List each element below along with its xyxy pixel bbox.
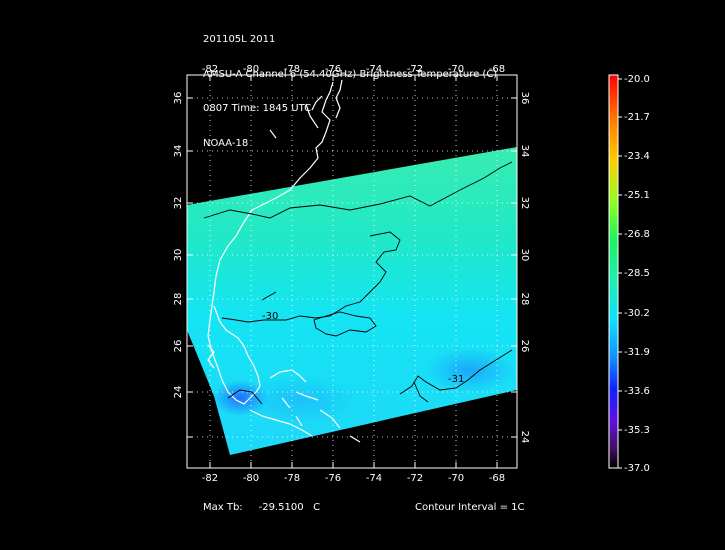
lon-tick-label: -70 bbox=[448, 473, 464, 484]
coastline bbox=[207, 79, 361, 443]
contour-label-30: -30 bbox=[262, 311, 278, 322]
lat-tick-label: 34 bbox=[173, 145, 184, 158]
lon-tick-label: -76 bbox=[325, 473, 341, 484]
contour-interval: Contour Interval = 1C bbox=[415, 502, 525, 513]
contour-label-31: -31 bbox=[448, 374, 464, 385]
lon-tick-label: -74 bbox=[366, 64, 382, 75]
max-tb-unit: C bbox=[313, 502, 321, 513]
contour-lines bbox=[203, 161, 513, 405]
lat-tick-label: 26 bbox=[173, 340, 184, 353]
colorbar-label: -21.7 bbox=[624, 112, 650, 123]
colorbar bbox=[608, 74, 619, 469]
lat-labels-right: 36 34 32 30 28 26 24 bbox=[519, 92, 530, 444]
lon-tick-label: -70 bbox=[448, 64, 464, 75]
lon-tick-label: -82 bbox=[202, 473, 218, 484]
lon-tick-label: -74 bbox=[366, 473, 382, 484]
lat-tick-label: 28 bbox=[173, 293, 184, 306]
lon-tick-label: -76 bbox=[325, 64, 341, 75]
colorbar-ticks bbox=[618, 78, 622, 469]
lat-lon-grid bbox=[187, 75, 517, 468]
max-tb-value: -29.5100 bbox=[258, 502, 304, 513]
lat-tick-label: 24 bbox=[173, 386, 184, 399]
chart-header: 201105L 2011 AMSU-A Channel 6 (54.40GHz)… bbox=[203, 11, 497, 161]
lon-tick-label: -72 bbox=[407, 64, 423, 75]
lon-labels-top: -82 -80 -78 -76 -74 -72 -70 -68 bbox=[202, 64, 505, 75]
lat-tick-label: 36 bbox=[519, 92, 530, 105]
lat-tick-label: 26 bbox=[519, 340, 530, 353]
colorbar-label: -23.4 bbox=[624, 151, 650, 162]
colorbar-label: -35.3 bbox=[624, 425, 650, 436]
max-tb-readout: Max Tb: -29.5100 C bbox=[203, 502, 320, 513]
header-line-4: NOAA-18 bbox=[203, 137, 249, 149]
colorbar-label: -30.2 bbox=[624, 308, 650, 319]
lon-tick-label: -80 bbox=[243, 473, 259, 484]
max-tb-label: Max Tb: bbox=[203, 502, 243, 513]
lat-tick-label: 30 bbox=[173, 249, 184, 262]
lon-labels-bottom: -82 -80 -78 -76 -74 -72 -70 -68 bbox=[202, 473, 505, 484]
header-line-3: 0807 Time: 1845 UTC bbox=[203, 103, 312, 114]
colorbar-label: -20.0 bbox=[624, 74, 650, 85]
lat-tick-label: 32 bbox=[519, 197, 530, 210]
lat-tick-label: 36 bbox=[173, 92, 184, 105]
lat-tick-label: 30 bbox=[519, 249, 530, 262]
lat-tick-label: 24 bbox=[519, 431, 530, 444]
tick-marks bbox=[187, 75, 517, 468]
lon-tick-label: -72 bbox=[407, 473, 423, 484]
header-line-2: AMSU-A Channel 6 (54.40GHz) Brightness T… bbox=[203, 68, 498, 80]
lat-labels-left: 36 34 32 30 28 26 24 bbox=[173, 92, 184, 399]
lon-tick-label: -78 bbox=[284, 64, 300, 75]
plot-frame bbox=[186, 74, 518, 469]
lat-tick-label: 32 bbox=[173, 197, 184, 210]
lon-tick-label: -68 bbox=[489, 473, 505, 484]
header-line-1: 201105L 2011 bbox=[203, 34, 276, 45]
lon-tick-label: -78 bbox=[284, 473, 300, 484]
lon-tick-label: -82 bbox=[202, 64, 218, 75]
colorbar-label: -33.6 bbox=[624, 386, 650, 397]
colorbar-labels: -20.0 -21.7 -23.4 -25.1 -26.8 -28.5 -30.… bbox=[624, 74, 650, 474]
colorbar-label: -28.5 bbox=[624, 268, 650, 279]
colorbar-label: -26.8 bbox=[624, 229, 650, 240]
lat-tick-label: 34 bbox=[519, 145, 530, 158]
colorbar-label: -25.1 bbox=[624, 190, 650, 201]
colorbar-label: -37.0 bbox=[624, 463, 650, 474]
lon-tick-label: -80 bbox=[243, 64, 259, 75]
swath-area bbox=[187, 147, 517, 455]
colorbar-label: -31.9 bbox=[624, 347, 650, 358]
lon-tick-label: -68 bbox=[489, 64, 505, 75]
lat-tick-label: 28 bbox=[519, 293, 530, 306]
